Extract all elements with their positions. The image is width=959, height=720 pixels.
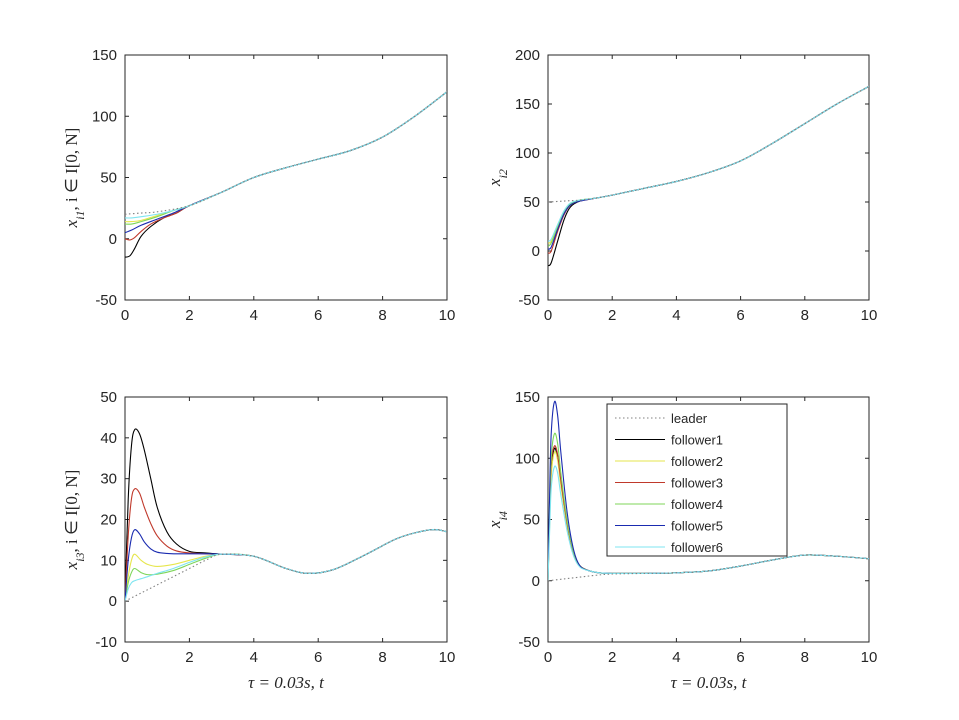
y-tick-label: 0 [532,243,540,260]
series-group [125,428,447,602]
y-axis-label: xi2 [485,169,510,187]
plot-area [124,54,448,301]
y-tick-label: -50 [518,292,540,309]
series-line-follower6 [125,91,447,219]
x-axis-label: τ = 0.03s, t [248,673,325,692]
series-line-leader [548,85,869,203]
y-tick-label: 150 [92,47,117,64]
x-tick-label: 8 [801,307,809,324]
x-tick-label: 10 [861,307,878,324]
legend-label-follower3: follower3 [671,476,723,491]
series-group [548,85,869,267]
legend-label-leader: leader [671,411,708,426]
legend-label-follower2: follower2 [671,454,723,469]
x-tick-label: 4 [672,649,680,666]
legend-label-follower1: follower1 [671,433,723,448]
x-tick-label: 10 [439,307,456,324]
x-tick-label: 6 [314,649,322,666]
legend-box [606,403,788,557]
plot-area [547,54,870,301]
x-tick-label: 2 [608,307,616,324]
y-tick-label: 100 [515,145,540,162]
y-axis-label: xi1, i ∈ I[0, N] [62,128,87,229]
plot-area [124,396,448,643]
x-tick-label: 8 [378,307,386,324]
series-line-follower6 [548,465,869,581]
legend-label-follower5: follower5 [671,519,723,534]
y-tick-label: 0 [109,231,117,248]
x-tick-label: 4 [250,307,258,324]
x-tick-label: 2 [185,649,193,666]
series-line-leader [125,528,447,602]
x-tick-label: 6 [736,649,744,666]
x-tick-label: 8 [801,649,809,666]
x-axis-label: τ = 0.03s, t [671,673,748,692]
y-tick-label: -10 [95,634,117,651]
y-tick-label: 30 [100,471,117,488]
y-tick-label: 50 [523,194,540,211]
y-axis-label: xi3, i ∈ I[0, N] [62,470,87,571]
legend: leader follower1 follower2 follower3 followe… [606,403,788,557]
y-tick-label: 20 [100,512,117,529]
x-tick-label: 0 [121,307,129,324]
y-tick-label: 50 [523,512,540,529]
series-group [548,400,869,582]
y-tick-label: 50 [100,170,117,187]
y-axis-label: xi4 [485,511,510,529]
x-tick-label: 0 [544,649,552,666]
series-group [125,91,447,258]
y-tick-label: 150 [515,389,540,406]
x-tick-label: 4 [250,649,258,666]
y-tick-label: 0 [109,593,117,610]
x-tick-label: 2 [608,649,616,666]
legend-label-follower4: follower4 [671,497,723,512]
y-tick-label: 40 [100,430,117,447]
y-tick-label: 150 [515,96,540,113]
x-tick-label: 6 [314,307,322,324]
y-tick-label: 200 [515,47,540,64]
legend-label-follower6: follower6 [671,540,723,555]
series-line-leader [125,91,447,215]
y-tick-label: 10 [100,552,117,569]
y-tick-label: -50 [518,634,540,651]
y-tick-label: 0 [532,573,540,590]
x-tick-label: 10 [861,649,878,666]
x-tick-label: 2 [185,307,193,324]
x-tick-label: 0 [544,307,552,324]
x-tick-label: 0 [121,649,129,666]
x-tick-label: 4 [672,307,680,324]
y-tick-label: 100 [515,450,540,467]
x-tick-label: 10 [439,649,456,666]
x-tick-label: 8 [378,649,386,666]
x-tick-label: 6 [736,307,744,324]
y-tick-label: 100 [92,108,117,125]
series-line-leader [548,554,869,582]
y-tick-label: -50 [95,292,117,309]
series-line-follower6 [125,528,447,602]
y-tick-label: 50 [100,389,117,406]
